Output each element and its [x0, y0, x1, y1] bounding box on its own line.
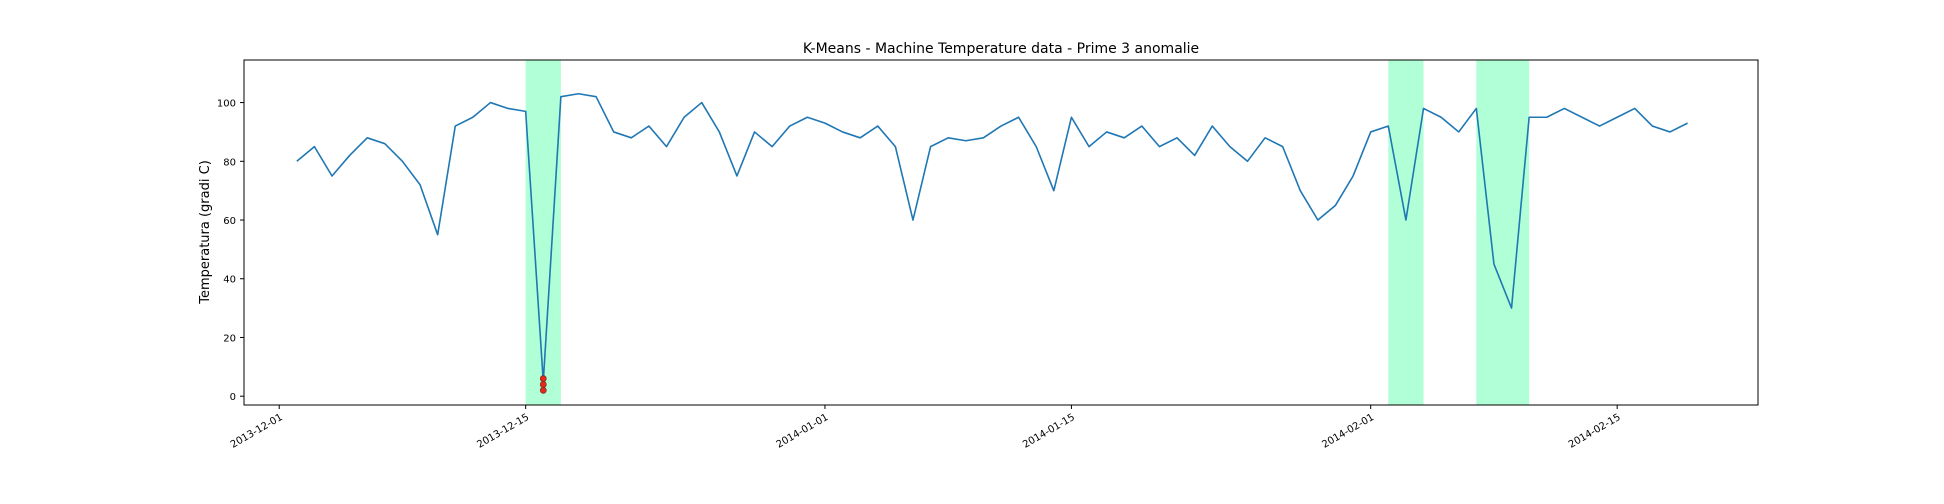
- y-tick-label: 0: [230, 392, 236, 403]
- y-tick-label: 80: [223, 157, 236, 168]
- x-tick-label: 2014-01-01: [775, 412, 831, 451]
- anomaly-span: [1388, 60, 1424, 405]
- y-tick-label: 60: [223, 216, 236, 227]
- plot-frame: [243, 59, 1759, 406]
- line-series: [296, 92, 1688, 383]
- anomaly-span: [525, 60, 561, 405]
- anomaly-point: [539, 375, 547, 382]
- anomaly-point: [539, 386, 547, 394]
- x-tick-label: 2014-02-15: [1567, 412, 1623, 451]
- y-tick-label: 100: [217, 99, 236, 110]
- y-tick-label: 40: [223, 275, 236, 286]
- x-tick-label: 2014-01-15: [1021, 412, 1077, 451]
- x-tick-label: 2013-12-01: [229, 412, 285, 451]
- x-tick-label: 2014-02-01: [1320, 412, 1376, 451]
- anomaly-span: [1476, 60, 1530, 405]
- y-tick-label: 20: [223, 333, 236, 344]
- anomaly-point: [539, 381, 547, 388]
- y-axis-label: Temperatura (gradi C): [198, 160, 213, 305]
- x-tick-label: 2013-12-15: [475, 412, 531, 451]
- chart-title: K-Means - Machine Temperature data - Pri…: [803, 41, 1199, 57]
